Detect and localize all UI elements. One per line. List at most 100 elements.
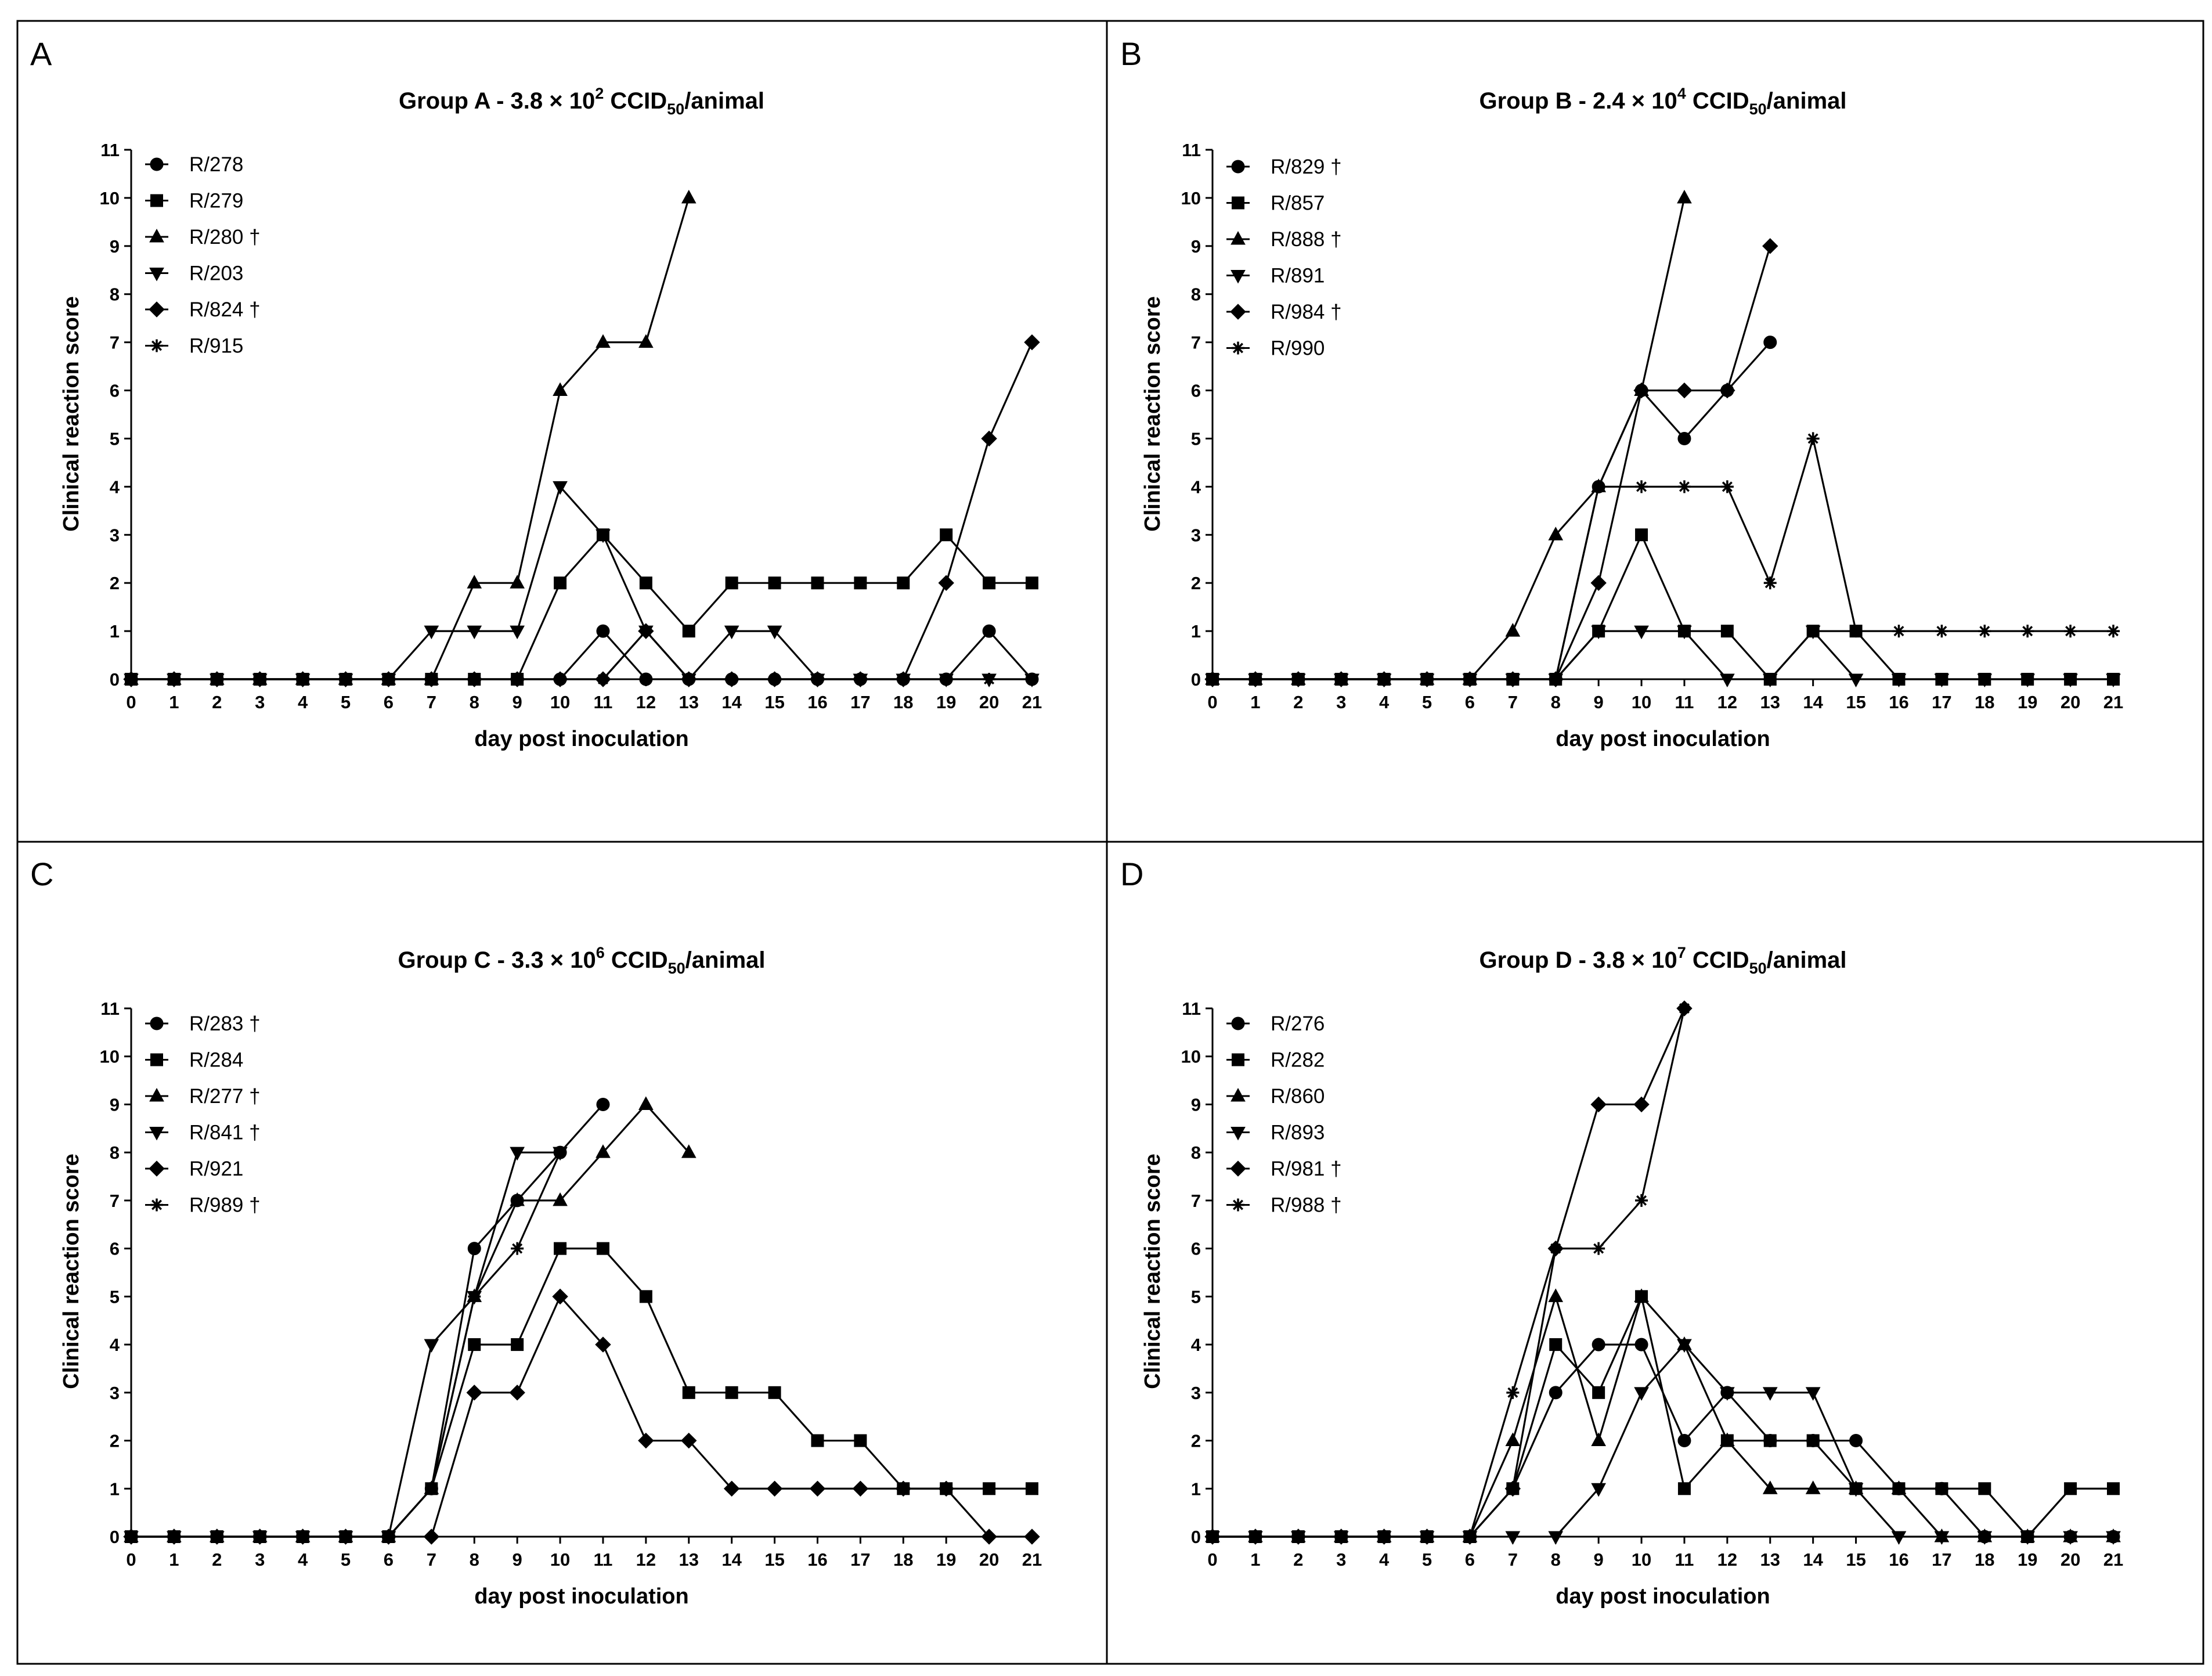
x-tick-label: 14 bbox=[721, 1549, 742, 1570]
legend-marker bbox=[1231, 270, 1246, 284]
x-tick-label: 10 bbox=[550, 1549, 570, 1570]
data-point bbox=[940, 528, 953, 542]
chart-title: Group D - 3.8 × 107 CCID50/animal bbox=[1479, 944, 1846, 977]
star-stroke bbox=[1679, 1003, 1690, 1014]
star-stroke bbox=[898, 673, 909, 685]
y-tick-label: 11 bbox=[100, 140, 120, 160]
data-point bbox=[1935, 625, 1948, 638]
legend-label: R/988 † bbox=[1271, 1194, 1342, 1217]
data-point bbox=[1763, 336, 1777, 349]
y-tick-label: 1 bbox=[1191, 1479, 1201, 1499]
x-tick-label: 13 bbox=[679, 692, 699, 712]
data-point bbox=[2064, 625, 2077, 638]
star-stroke bbox=[151, 340, 163, 351]
y-tick-label: 5 bbox=[1191, 428, 1201, 449]
x-tick-label: 15 bbox=[764, 1549, 784, 1570]
y-tick-label: 1 bbox=[110, 1479, 120, 1499]
plot-area bbox=[1204, 1000, 2121, 1545]
data-point bbox=[1677, 189, 1692, 204]
data-point bbox=[1720, 1432, 1735, 1447]
data-point bbox=[1676, 382, 1693, 399]
data-point bbox=[1633, 382, 1650, 399]
data-point bbox=[981, 430, 997, 447]
x-axis-label: day post inoculation bbox=[474, 1584, 688, 1609]
data-point bbox=[854, 576, 867, 590]
data-point bbox=[1548, 1288, 1564, 1302]
star-stroke bbox=[125, 673, 137, 685]
data-point bbox=[1463, 673, 1477, 686]
data-point bbox=[1026, 576, 1038, 590]
y-tick-label: 6 bbox=[1191, 381, 1201, 401]
x-tick-label: 0 bbox=[126, 692, 136, 712]
y-tick-label: 4 bbox=[1191, 477, 1201, 497]
data-point bbox=[511, 1338, 524, 1351]
data-point bbox=[510, 1147, 525, 1161]
x-tick-label: 20 bbox=[2061, 1549, 2080, 1570]
legend-entry: R/284 bbox=[145, 1049, 243, 1072]
y-tick-label: 10 bbox=[100, 1047, 120, 1067]
y-tick-label: 9 bbox=[110, 236, 120, 257]
x-tick-label: 12 bbox=[1717, 1549, 1737, 1570]
title-mid: CCID bbox=[605, 947, 668, 973]
star-stroke bbox=[1550, 673, 1561, 685]
x-tick-label: 15 bbox=[764, 692, 784, 712]
x-tick-label: 5 bbox=[341, 692, 351, 712]
star-stroke bbox=[1722, 481, 1733, 492]
x-tick-label: 1 bbox=[1250, 1549, 1260, 1570]
data-point bbox=[1026, 673, 1038, 686]
data-point bbox=[424, 1339, 439, 1353]
y-tick-label: 6 bbox=[1191, 1239, 1201, 1259]
data-point bbox=[1334, 1530, 1348, 1543]
x-tick-label: 17 bbox=[850, 692, 870, 712]
data-point bbox=[1505, 1531, 1521, 1545]
star-stroke bbox=[1507, 673, 1518, 685]
star-stroke bbox=[426, 673, 437, 685]
data-point bbox=[1763, 576, 1777, 590]
data-point bbox=[424, 625, 439, 640]
data-point bbox=[1849, 1434, 1863, 1448]
x-tick-label: 16 bbox=[1889, 692, 1908, 712]
star-stroke bbox=[1336, 1531, 1347, 1542]
y-tick-label: 3 bbox=[1191, 525, 1201, 545]
legend-label: R/915 bbox=[189, 335, 243, 358]
x-tick-label: 17 bbox=[1932, 692, 1951, 712]
data-point bbox=[725, 1386, 738, 1399]
data-point bbox=[339, 1530, 352, 1543]
star-stroke bbox=[211, 1531, 222, 1542]
x-tick-label: 3 bbox=[255, 1549, 265, 1570]
star-stroke bbox=[1207, 673, 1218, 685]
x-tick-label: 4 bbox=[298, 1549, 308, 1570]
x-tick-label: 8 bbox=[1551, 1549, 1561, 1570]
x-tick-label: 1 bbox=[1250, 692, 1260, 712]
title-lead: Group B - 2.4 × 10 bbox=[1479, 88, 1677, 114]
data-point bbox=[210, 673, 223, 686]
data-point bbox=[681, 1144, 697, 1158]
data-point bbox=[811, 673, 824, 686]
legend-label: R/280 † bbox=[189, 226, 261, 248]
data-point bbox=[854, 673, 867, 686]
x-tick-label: 16 bbox=[807, 1549, 827, 1570]
data-point bbox=[767, 625, 782, 640]
legend-marker bbox=[149, 228, 164, 243]
star-stroke bbox=[254, 1531, 265, 1542]
series-line bbox=[131, 630, 1032, 680]
x-tick-label: 9 bbox=[1594, 1549, 1604, 1570]
y-tick-label: 3 bbox=[110, 525, 120, 545]
legend-label: R/888 † bbox=[1271, 228, 1342, 251]
data-point bbox=[1635, 528, 1648, 542]
data-point bbox=[1549, 1338, 1563, 1351]
star-stroke bbox=[1250, 1531, 1261, 1542]
legend-label: R/829 † bbox=[1271, 156, 1342, 178]
data-point bbox=[1762, 673, 1778, 688]
x-tick-label: 0 bbox=[1207, 692, 1217, 712]
panel-letter: C bbox=[30, 856, 53, 892]
x-tick-label: 20 bbox=[979, 1549, 999, 1570]
data-point bbox=[596, 624, 610, 638]
data-point bbox=[1206, 1530, 1219, 1543]
data-point bbox=[2020, 673, 2036, 688]
y-tick-label: 8 bbox=[1191, 284, 1201, 305]
y-tick-label: 7 bbox=[1191, 333, 1201, 353]
